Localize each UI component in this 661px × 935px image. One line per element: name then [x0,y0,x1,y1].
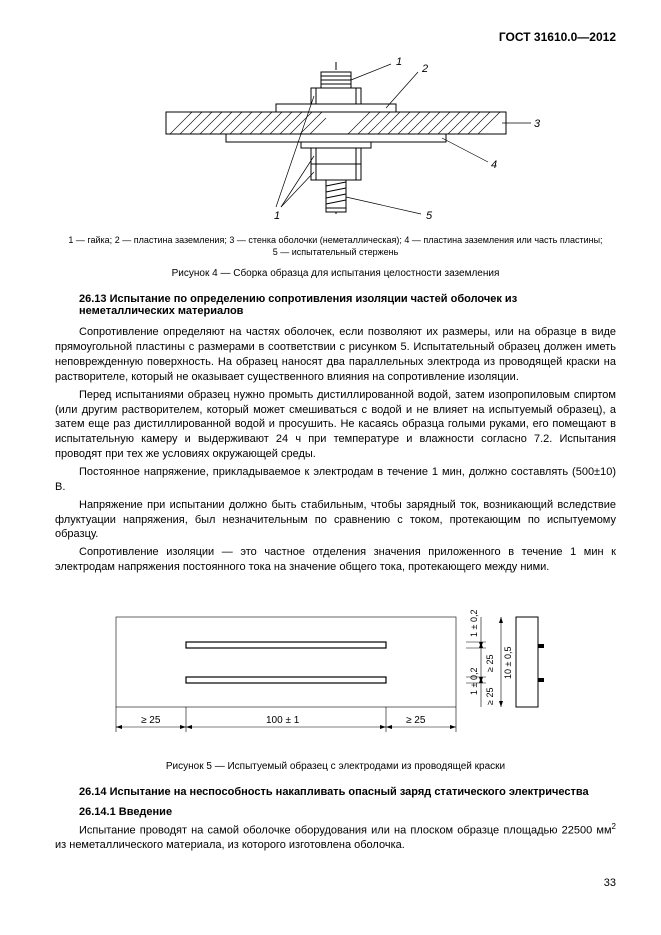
figure-4-drawing: 1 2 3 4 5 1 [55,52,616,230]
svg-text:1: 1 [396,56,402,68]
svg-text:≥ 25: ≥ 25 [406,715,426,726]
svg-text:≥ 25: ≥ 25 [485,687,495,704]
svg-text:4: 4 [491,159,497,171]
svg-text:1 ± 0,2: 1 ± 0,2 [469,609,479,636]
page-number: 33 [55,877,616,889]
paragraph-26-13-2: Перед испытаниями образец нужно промыть … [55,388,616,462]
document-page: ГОСТ 31610.0—2012 [0,0,661,909]
figure-4-legend-line1: 1 — гайка; 2 — пластина заземления; 3 — … [68,235,602,245]
doc-id: ГОСТ 31610.0—2012 [55,30,616,44]
svg-text:100 ± 1: 100 ± 1 [266,715,300,726]
svg-text:1: 1 [274,210,280,222]
figure-4-caption: Рисунок 4 — Сборка образца для испытания… [55,268,616,279]
paragraph-26-14-1a: Испытание проводят на самой оболочке обо… [79,825,612,837]
svg-text:3: 3 [534,118,541,130]
figure-4-legend: 1 — гайка; 2 — пластина заземления; 3 — … [55,235,616,258]
section-26-14-1-title: 26.14.1 Введение [55,806,616,818]
svg-text:5: 5 [426,210,433,222]
svg-text:1 ± 0,2: 1 ± 0,2 [469,667,479,694]
svg-text:≥ 25: ≥ 25 [141,715,161,726]
section-26-14-title: 26.14 Испытание на неспособность накапли… [55,786,616,798]
figure-5-caption: Рисунок 5 — Испытуемый образец с электро… [55,761,616,772]
paragraph-26-13-3: Постоянное напряжение, прикладываемое к … [55,465,616,495]
paragraph-26-13-4: Напряжение при испытании должно быть ста… [55,498,616,543]
squared-superscript: 2 [612,822,616,831]
svg-text:≥ 25: ≥ 25 [485,654,495,671]
section-26-13-title: 26.13 Испытание по определению сопротивл… [55,293,616,317]
svg-text:2: 2 [421,63,428,75]
paragraph-26-14-1b: из неметаллического материала, из которо… [55,839,405,851]
paragraph-26-14-1: Испытание проводят на самой оболочке обо… [55,822,616,853]
figure-4-legend-line2: 5 — испытательный стержень [273,247,399,257]
svg-text:10 ± 0,5: 10 ± 0,5 [503,646,513,678]
figure-5-drawing: ≥ 25 100 ± 1 ≥ 25 1 ± 0,2 1 ± 0,2 ≥ 25 1… [55,587,616,755]
paragraph-26-13-1: Сопротивление определяют на частях оболо… [55,325,616,384]
paragraph-26-13-5: Сопротивление изоляции — это частное отд… [55,545,616,575]
